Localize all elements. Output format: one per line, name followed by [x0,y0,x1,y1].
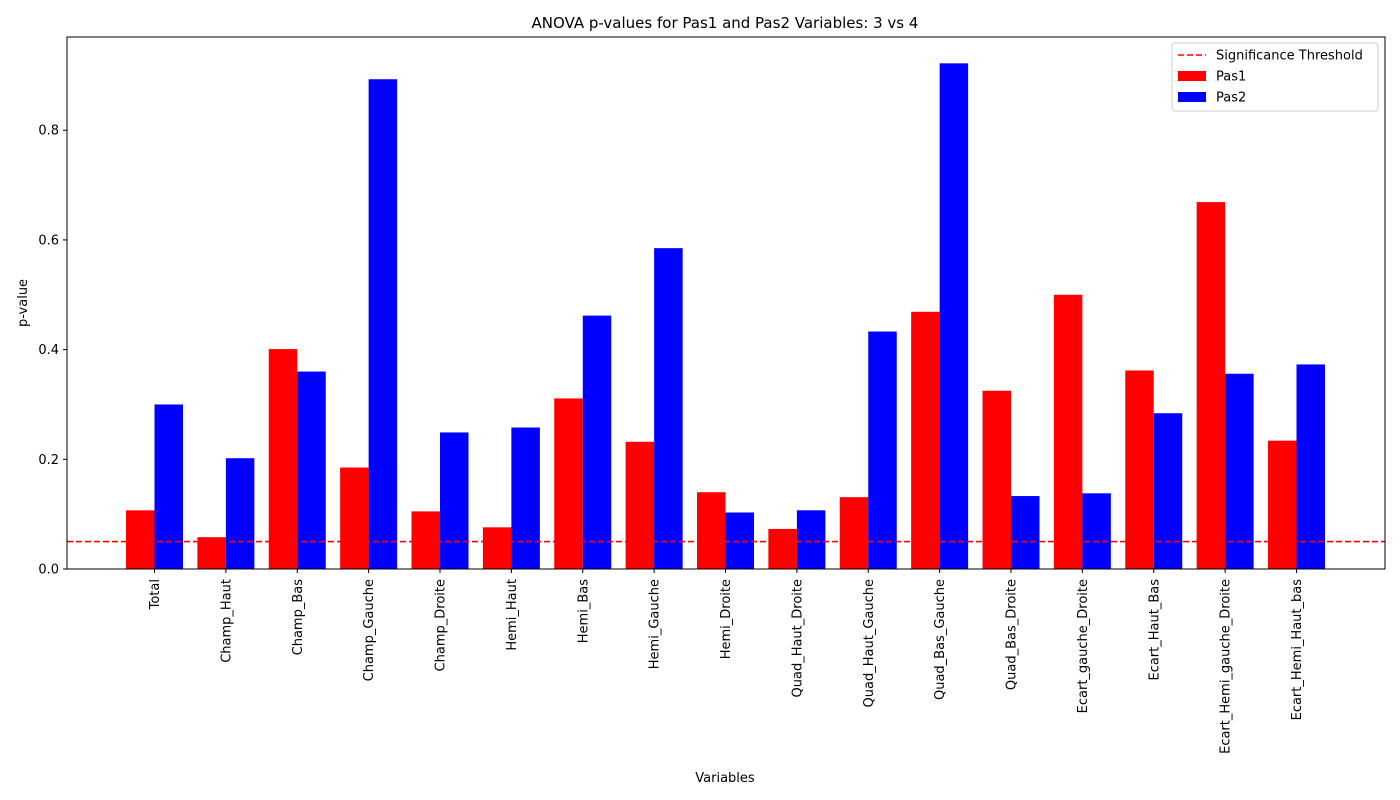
x-tick-label: Ecart_Hemi_Haut_bas [1290,579,1305,721]
x-tick-label: Champ_Haut [219,579,234,663]
bar-pas2-quad_haut_droite [796,510,826,569]
y-tick-label: 0.2 [38,453,59,468]
y-axis-label: p-value [16,279,31,327]
bar-pas1-hemi_haut [482,527,512,569]
legend-box [1171,42,1379,112]
x-tick-label: Champ_Droite [434,579,449,671]
bar-pas2-hemi_haut [511,427,540,569]
bar-pas2-quad_bas_droite [1011,496,1040,569]
axes-frame [66,36,1386,570]
plot-area [66,36,1386,570]
bar-pas2-hemi_gauche [654,248,683,569]
bar-pas2-ecart_hemi_haut_bas [1296,364,1325,569]
bar-pas1-hemi_droite [697,492,726,569]
legend-label: Pas2 [1216,91,1246,106]
x-tick-label: Champ_Bas [291,579,306,656]
x-tick-label: Quad_Bas_Gauche [933,579,948,700]
bar-pas1-champ_gauche [340,467,369,569]
bar-pas2-champ_bas [297,371,326,569]
x-tick-label: Hemi_Haut [505,579,520,651]
bar-pas2-quad_bas_gauche [939,63,969,569]
legend: Significance Threshold Pas1 Pas2 [1171,42,1379,112]
bar-pas1-ecart_hemi_gauche_droite [1196,202,1226,569]
bar-pas1-champ_bas [268,349,298,569]
bar-pas2-champ_droite [440,432,469,569]
bar-pas2-champ_haut [225,458,255,569]
bar-pas2-ecart_gauche_droite [1082,493,1111,569]
bar-pas1-quad_bas_droite [982,390,1011,569]
bar-pas1-ecart_haut_bas [1125,370,1154,569]
bar-pas2-quad_haut_gauche [868,331,897,569]
bar-pas1-champ_droite [411,511,440,569]
bar-pas2-total [154,404,183,569]
x-tick-label: Hemi_Droite [719,579,734,659]
bar-pas1-ecart_hemi_haut_bas [1268,440,1297,569]
x-tick-label: Quad_Bas_Droite [1005,579,1020,690]
x-tick-label: Total [148,579,163,610]
bar-pas1-quad_bas_gauche [911,311,940,569]
x-tick-label: Ecart_Haut_Bas [1147,579,1162,681]
x-axis-label: Variables [695,771,755,786]
bar-pas1-hemi_gauche [625,441,655,569]
y-tick-label: 0.4 [38,343,59,358]
x-tick-label: Hemi_Bas [576,579,591,643]
bar-pas1-ecart_gauche_droite [1053,294,1083,569]
x-tick-label: Quad_Haut_Droite [790,579,805,698]
bar-pas1-hemi_bas [554,398,583,569]
x-tick-label: Champ_Gauche [362,579,377,681]
x-tick-label: Ecart_Hemi_gauche_Droite [1219,579,1234,754]
y-tick-label: 0.8 [38,124,59,139]
legend-swatch-pas2 [1178,92,1206,102]
chart-title: ANOVA p-values for Pas1 and Pas2 Variabl… [532,14,919,32]
y-tick-label: 0.6 [38,233,59,248]
x-axis-ticks: Total Champ_Haut Champ_Bas Champ_Gauche Cham… [148,569,1305,754]
bar-pas2-ecart_hemi_gauche_droite [1225,373,1254,569]
x-tick-label: Hemi_Gauche [648,579,663,669]
bar-pas2-ecart_haut_bas [1153,413,1183,569]
bar-pas2-champ_gauche [368,79,398,569]
legend-label: Pas1 [1216,70,1246,85]
bar-pas1-quad_haut_droite [768,528,797,569]
legend-label: Significance Threshold [1216,49,1363,64]
legend-swatch-pas1 [1178,71,1206,81]
bar-pas2-hemi_bas [582,315,612,569]
bar-pas1-total [126,510,155,569]
y-tick-label: 0.0 [38,563,59,578]
bar-pas2-hemi_droite [725,512,754,569]
bar-pas1-quad_haut_gauche [839,497,869,569]
y-axis-ticks: 0.0 0.2 0.4 0.6 0.8 [38,124,67,578]
bar-pas1-champ_haut [197,537,226,569]
x-tick-label: Ecart_gauche_Droite [1076,579,1091,713]
x-tick-label: Quad_Haut_Gauche [862,579,877,707]
